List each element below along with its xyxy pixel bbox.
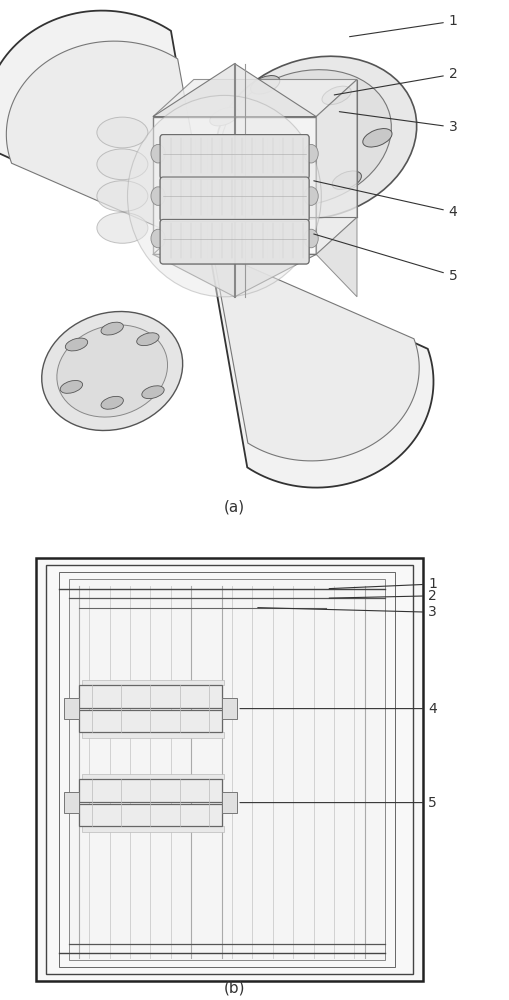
Ellipse shape <box>303 144 318 163</box>
Ellipse shape <box>151 229 165 248</box>
Ellipse shape <box>56 325 167 417</box>
FancyBboxPatch shape <box>160 177 308 222</box>
Bar <box>64 698 79 719</box>
Text: 2: 2 <box>328 589 436 603</box>
Ellipse shape <box>321 86 351 105</box>
Bar <box>81 774 224 779</box>
Text: 1: 1 <box>328 577 436 591</box>
Ellipse shape <box>42 312 182 430</box>
Ellipse shape <box>362 129 391 147</box>
Ellipse shape <box>151 144 165 163</box>
Text: (b): (b) <box>223 980 245 995</box>
Bar <box>79 804 221 826</box>
Bar <box>64 792 79 813</box>
Text: 4: 4 <box>313 181 457 219</box>
Polygon shape <box>153 117 316 254</box>
Ellipse shape <box>240 160 269 179</box>
Ellipse shape <box>136 333 159 346</box>
Bar <box>81 826 224 832</box>
Ellipse shape <box>151 187 165 205</box>
Ellipse shape <box>209 107 239 126</box>
FancyBboxPatch shape <box>160 219 308 264</box>
Ellipse shape <box>97 149 148 180</box>
Text: 1: 1 <box>349 14 457 37</box>
Bar <box>36 558 422 981</box>
Ellipse shape <box>250 76 279 94</box>
FancyBboxPatch shape <box>160 135 308 179</box>
Bar <box>79 710 221 732</box>
Polygon shape <box>316 217 356 297</box>
Text: (a): (a) <box>223 499 245 514</box>
Bar <box>69 579 384 960</box>
Text: 3: 3 <box>338 112 457 134</box>
FancyBboxPatch shape <box>160 219 308 264</box>
Bar <box>221 792 237 813</box>
Text: 3: 3 <box>257 605 436 619</box>
Ellipse shape <box>303 187 318 205</box>
Polygon shape <box>316 80 356 254</box>
Bar <box>46 565 412 974</box>
Ellipse shape <box>97 213 148 243</box>
Polygon shape <box>153 80 356 117</box>
Bar <box>79 779 221 802</box>
Text: 5: 5 <box>239 796 436 810</box>
Ellipse shape <box>220 70 390 206</box>
Bar <box>59 572 394 967</box>
Ellipse shape <box>142 386 164 399</box>
Ellipse shape <box>331 171 361 189</box>
Ellipse shape <box>97 181 148 211</box>
FancyBboxPatch shape <box>160 177 308 222</box>
Text: 2: 2 <box>333 67 457 95</box>
Bar <box>79 685 221 708</box>
Bar <box>81 732 224 738</box>
Ellipse shape <box>101 322 123 335</box>
Text: 4: 4 <box>239 702 436 716</box>
Ellipse shape <box>101 396 123 409</box>
Ellipse shape <box>215 56 416 219</box>
Ellipse shape <box>60 380 82 393</box>
Polygon shape <box>6 41 418 461</box>
Text: 5: 5 <box>313 234 457 283</box>
Polygon shape <box>153 64 316 117</box>
Bar <box>221 698 237 719</box>
Bar <box>81 680 224 685</box>
Ellipse shape <box>127 95 321 297</box>
Ellipse shape <box>65 338 88 351</box>
Polygon shape <box>0 11 433 488</box>
Polygon shape <box>153 254 316 297</box>
Ellipse shape <box>97 117 148 148</box>
Ellipse shape <box>303 229 318 248</box>
FancyBboxPatch shape <box>160 135 308 179</box>
